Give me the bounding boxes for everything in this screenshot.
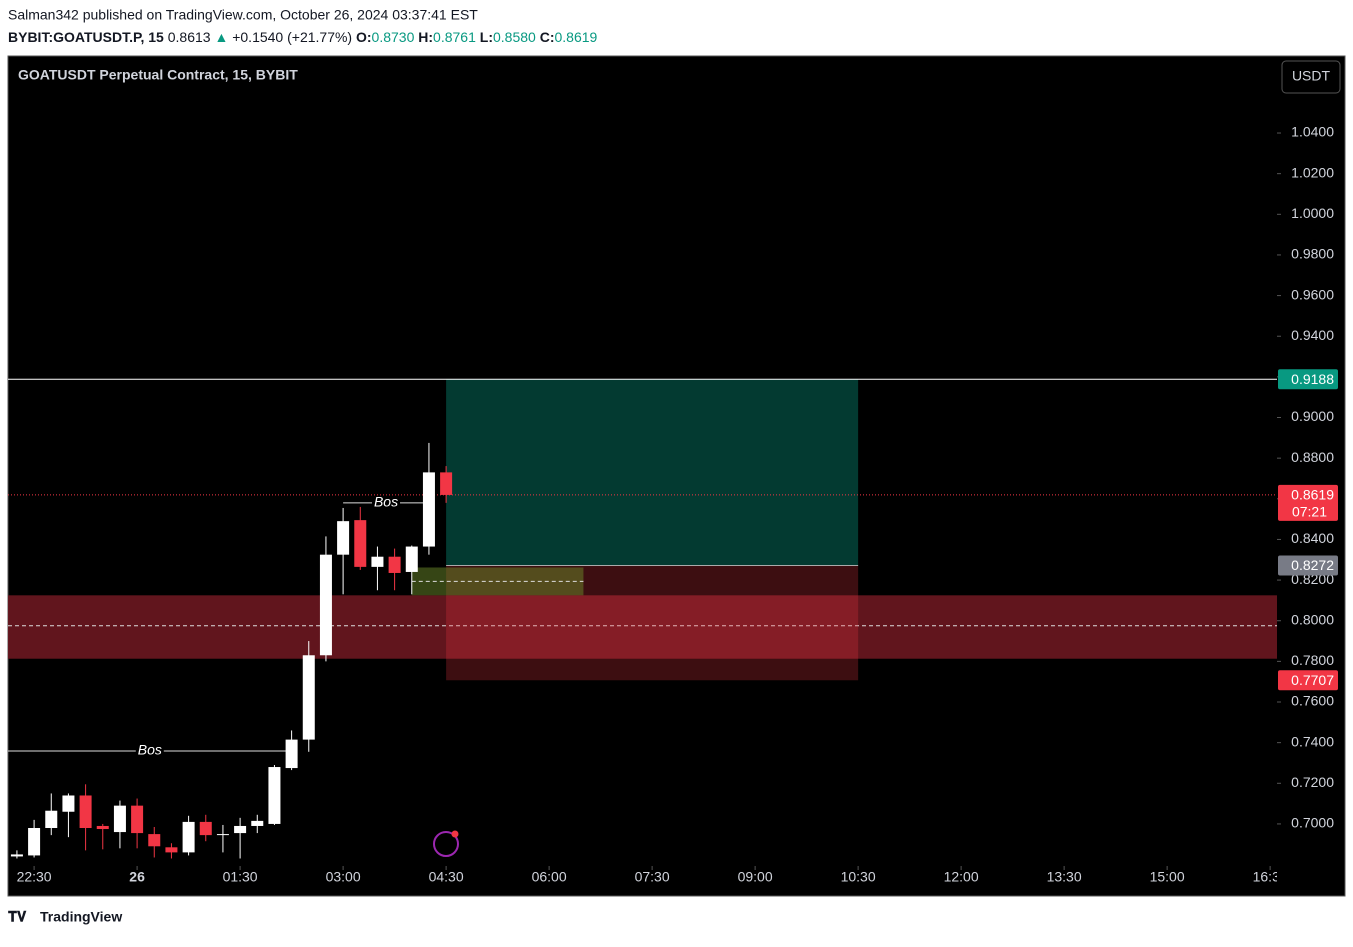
price-tag: [1278, 484, 1338, 521]
price-tag: [1278, 555, 1338, 576]
price-tag-label: 0.8272: [1291, 557, 1334, 573]
overlay: 0.7000 0.7200 0.7400 0.7600 0.7800 0.8000 0.82…: [1277, 124, 1338, 831]
candle-body: [354, 520, 367, 567]
alert-icon[interactable]: [433, 831, 459, 857]
x-tick-label: 13:30: [1047, 869, 1082, 885]
y-tick-label: 0.8400: [1291, 530, 1334, 546]
candle-body: [45, 810, 58, 828]
bos-bg: [372, 495, 401, 510]
candle-body: [79, 795, 92, 828]
high: 0.8761: [433, 29, 476, 45]
symbol: BYBIT:GOATUSDT.P, 15: [8, 29, 164, 45]
y-tick-label: 0.7000: [1291, 815, 1334, 831]
y-tick-label: 0.9000: [1291, 408, 1334, 424]
price-tag-label: 0.8619: [1291, 487, 1334, 503]
publish-line: Salman342 published on TradingView.com, …: [8, 7, 478, 23]
candle-body: [251, 820, 264, 826]
x-tick-label: 12:00: [944, 869, 979, 885]
logo: 𝐓𝐕: [8, 909, 27, 925]
bos-bg: [135, 743, 164, 758]
candle-body: [62, 795, 75, 812]
candle-body: [182, 821, 195, 853]
chart-frame: [7, 55, 1346, 897]
candle-body: [234, 825, 247, 834]
x-tick-label: 15:00: [1150, 869, 1185, 885]
y-tick-label: 0.9400: [1291, 327, 1334, 343]
o-label: O:: [356, 29, 372, 45]
candle-body: [165, 847, 178, 853]
candle-body: [148, 834, 161, 847]
candle-body: [268, 767, 281, 824]
y-tick-label: 0.7600: [1291, 693, 1334, 709]
x-tick-label: 03:00: [326, 869, 361, 885]
zone: [8, 595, 1277, 659]
price-tag-label: 0.9188: [1291, 371, 1334, 387]
candle-body: [10, 854, 23, 857]
candle-body: [405, 546, 418, 572]
x-tick-label: 07:30: [635, 869, 670, 885]
x-tick-label: 16:30: [1253, 869, 1288, 885]
y-tick-label: 0.8800: [1291, 449, 1334, 465]
x-tick-label: 06:00: [532, 869, 567, 885]
ohlc-line: BYBIT:GOATUSDT.P, 15 0.8613 ▲ +0.1540 (+…: [8, 29, 598, 45]
y-tick-label: 0.9600: [1291, 286, 1334, 302]
candle-body: [28, 827, 41, 856]
x-tick-label: 09:00: [738, 869, 773, 885]
candle-body: [319, 554, 332, 656]
x-tick-label: 01:30: [223, 869, 258, 885]
chart-title: GOATUSDT Perpetual Contract, 15, BYBIT: [18, 67, 298, 83]
h-label: H:: [418, 29, 433, 45]
candle-body: [131, 805, 144, 834]
y-tick-label: 0.8000: [1291, 611, 1334, 627]
y-tick-label: 0.7800: [1291, 652, 1334, 668]
low: 0.8580: [493, 29, 536, 45]
l-label: L:: [480, 29, 493, 45]
alert-dot: [451, 830, 459, 838]
price-tag-sub: 07:21: [1292, 504, 1327, 520]
candle-body: [216, 834, 229, 836]
candle-body: [302, 655, 315, 740]
currency-button[interactable]: [1281, 60, 1341, 94]
close: 0.8619: [554, 29, 597, 45]
x-tick-label: 26: [129, 869, 145, 885]
plot: 22:30 26 01:30 03:00 04:30 06:00 07:30 09:00 10:…: [8, 378, 1288, 885]
y-tick-label: 1.0200: [1291, 164, 1334, 180]
bos-label: Bos: [374, 494, 398, 510]
last-price: 0.8613: [168, 29, 211, 45]
y-tick-label: 1.0400: [1291, 124, 1334, 140]
candle-body: [388, 556, 401, 573]
candle-body: [440, 472, 453, 495]
open: 0.8730: [372, 29, 415, 45]
price-tag-label: 0.7707: [1291, 672, 1334, 688]
change: +0.1540 (+21.77%): [232, 29, 352, 45]
x-tick-label: 04:30: [429, 869, 464, 885]
candle-body: [422, 472, 435, 547]
candle-body: [199, 821, 212, 836]
price-tag: [1278, 369, 1338, 390]
c-label: C:: [540, 29, 555, 45]
target-area: [446, 379, 859, 566]
candle-body: [337, 521, 350, 555]
brand: TradingView: [40, 909, 122, 925]
x-tick-label: 10:30: [841, 869, 876, 885]
candle-body: [371, 556, 384, 567]
candle-body: [113, 805, 126, 833]
y-tick-label: 0.7200: [1291, 774, 1334, 790]
currency: USDT: [1292, 68, 1331, 84]
y-tick-label: 1.0000: [1291, 205, 1334, 221]
x-tick-label: 22:30: [17, 869, 52, 885]
y-tick-label: 0.9800: [1291, 246, 1334, 262]
arrow: ▲: [214, 29, 228, 45]
price-tag: [1278, 670, 1338, 691]
candle-body: [285, 739, 298, 769]
y-tick-label: 0.7400: [1291, 733, 1334, 749]
bos-label: Bos: [138, 742, 162, 758]
candle-body: [96, 825, 109, 830]
